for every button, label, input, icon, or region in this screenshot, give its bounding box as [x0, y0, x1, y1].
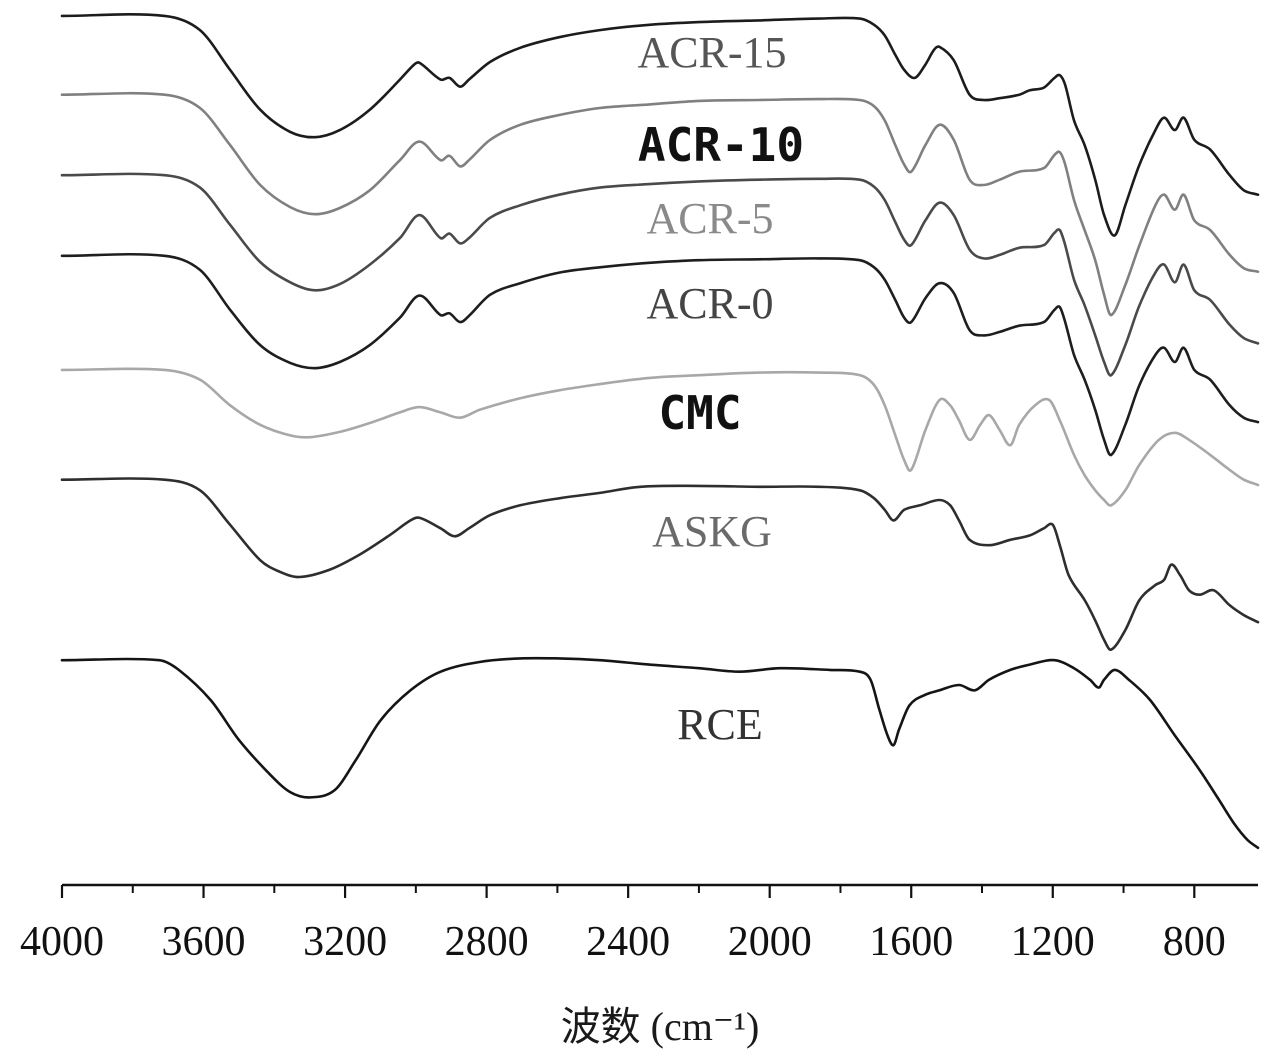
x-tick-label: 1200: [1011, 919, 1095, 965]
x-tick-label: 4000: [20, 919, 104, 965]
x-tick-label: 1600: [869, 919, 953, 965]
x-tick-label: 2000: [728, 919, 812, 965]
series-label-rce: RCE: [677, 700, 763, 749]
x-tick-label: 3200: [303, 919, 387, 965]
x-tick-label: 2400: [586, 919, 670, 965]
series-label-acr-0: ACR-0: [646, 279, 773, 328]
x-tick-label: 800: [1163, 919, 1226, 965]
series-label-askg: ASKG: [652, 507, 772, 556]
series-label-cmc: CMC: [658, 386, 741, 440]
series-label-acr-15: ACR-15: [637, 28, 786, 77]
series-label-acr-5: ACR-5: [646, 194, 773, 243]
series-label-acr-10: ACR-10: [638, 118, 804, 172]
x-axis-title: 波数 (cm⁻¹): [561, 1004, 760, 1049]
x-tick-label: 2800: [445, 919, 529, 965]
x-tick-label: 3600: [162, 919, 246, 965]
